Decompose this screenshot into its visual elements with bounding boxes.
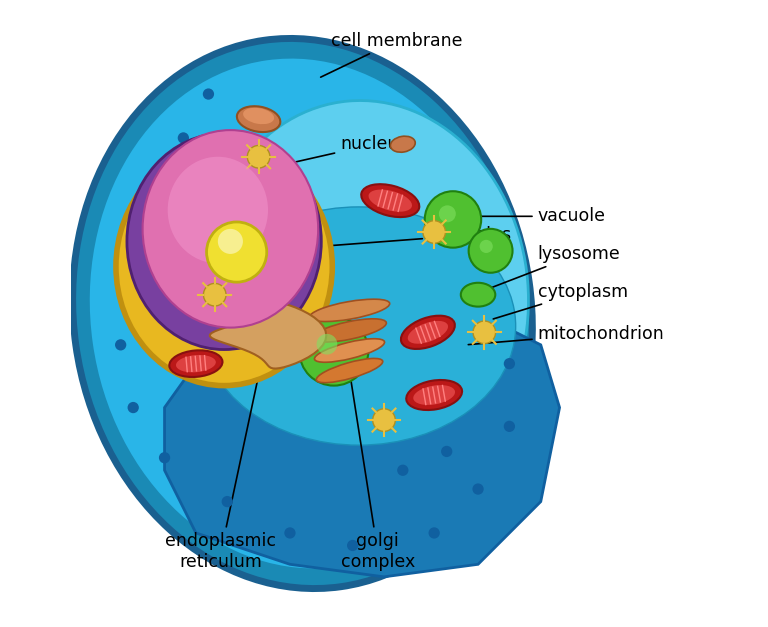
Circle shape	[204, 283, 226, 306]
Circle shape	[177, 358, 189, 369]
Circle shape	[316, 334, 337, 355]
Circle shape	[300, 317, 369, 386]
Ellipse shape	[316, 359, 382, 382]
Circle shape	[247, 145, 270, 168]
Circle shape	[372, 409, 396, 431]
Circle shape	[284, 527, 296, 539]
Ellipse shape	[202, 100, 528, 489]
Text: vacuole: vacuole	[472, 208, 606, 225]
Circle shape	[425, 191, 482, 248]
Circle shape	[472, 483, 484, 495]
Circle shape	[423, 221, 445, 243]
Circle shape	[468, 229, 512, 273]
Circle shape	[159, 452, 170, 463]
Polygon shape	[210, 302, 326, 369]
Circle shape	[397, 465, 409, 476]
Circle shape	[429, 527, 440, 539]
Circle shape	[115, 339, 126, 350]
Circle shape	[153, 195, 164, 206]
Ellipse shape	[167, 157, 268, 263]
Ellipse shape	[314, 339, 385, 362]
Circle shape	[504, 358, 515, 369]
Text: mitochondrion: mitochondrion	[468, 325, 664, 345]
Text: endoplasmic
reticulum: endoplasmic reticulum	[165, 363, 276, 571]
Text: nucleolus: nucleolus	[264, 226, 511, 251]
Ellipse shape	[116, 147, 333, 386]
Circle shape	[441, 446, 452, 457]
Polygon shape	[164, 301, 560, 577]
Circle shape	[177, 132, 189, 144]
Circle shape	[140, 245, 151, 256]
Text: lysosome: lysosome	[484, 245, 621, 290]
Ellipse shape	[243, 108, 274, 124]
Ellipse shape	[143, 130, 318, 327]
Ellipse shape	[310, 299, 389, 322]
Text: cell membrane: cell membrane	[321, 32, 462, 77]
Ellipse shape	[88, 57, 517, 570]
Circle shape	[473, 321, 495, 344]
Ellipse shape	[413, 385, 455, 405]
Ellipse shape	[207, 222, 266, 282]
Ellipse shape	[169, 350, 223, 377]
Ellipse shape	[218, 229, 243, 254]
Ellipse shape	[313, 319, 386, 342]
Circle shape	[127, 402, 139, 413]
Ellipse shape	[237, 106, 280, 132]
Ellipse shape	[408, 321, 448, 344]
Text: cytoplasm: cytoplasm	[493, 283, 627, 319]
Ellipse shape	[202, 207, 515, 445]
Circle shape	[203, 88, 214, 100]
Circle shape	[504, 421, 515, 432]
Ellipse shape	[461, 283, 495, 307]
Circle shape	[480, 240, 493, 253]
Ellipse shape	[406, 380, 462, 410]
Ellipse shape	[361, 184, 419, 217]
Ellipse shape	[369, 189, 412, 212]
Text: nucleus: nucleus	[252, 135, 408, 172]
Ellipse shape	[401, 315, 455, 349]
Ellipse shape	[390, 136, 415, 152]
Circle shape	[439, 205, 455, 222]
Ellipse shape	[127, 133, 321, 349]
Ellipse shape	[176, 355, 216, 372]
Circle shape	[347, 540, 359, 551]
Ellipse shape	[73, 38, 532, 589]
Text: golgi
complex: golgi complex	[340, 354, 415, 571]
Circle shape	[140, 277, 151, 288]
Circle shape	[222, 496, 233, 507]
